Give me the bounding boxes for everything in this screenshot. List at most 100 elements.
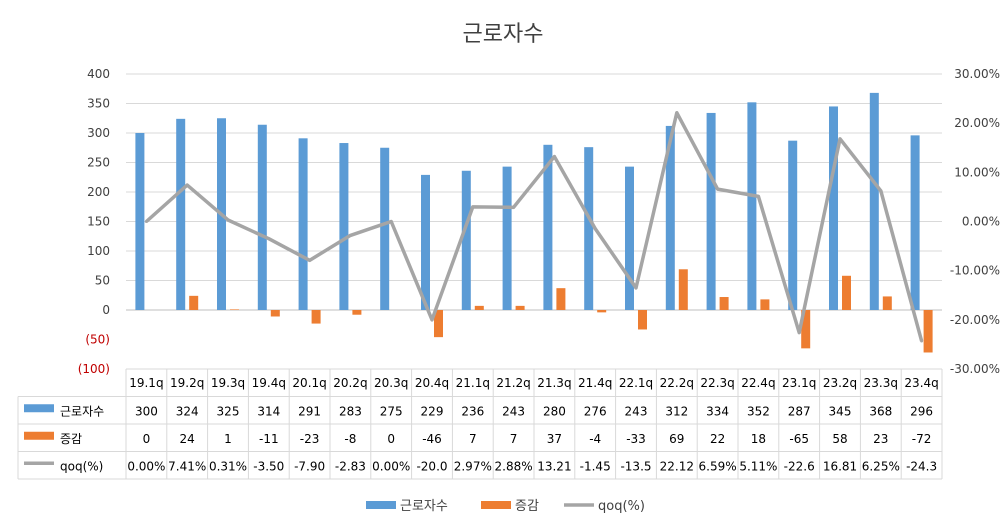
table-cell: 314 bbox=[257, 404, 280, 418]
category-label: 22.1q bbox=[619, 376, 653, 390]
table-cell: 58 bbox=[832, 432, 847, 446]
left-tick-label: 150 bbox=[87, 215, 110, 229]
category-label: 19.2q bbox=[170, 376, 204, 390]
bar-workers bbox=[257, 124, 267, 311]
qoq-point bbox=[593, 227, 597, 231]
left-tick-label: 350 bbox=[87, 97, 110, 111]
bar-change bbox=[678, 269, 688, 310]
table-cell: 280 bbox=[543, 404, 566, 418]
bar-change bbox=[842, 275, 851, 310]
table-cell: 23 bbox=[873, 432, 888, 446]
qoq-point bbox=[512, 205, 516, 209]
table-cell: -13.5 bbox=[620, 459, 651, 473]
qoq-point bbox=[552, 155, 556, 159]
bar-change bbox=[270, 310, 280, 317]
table-cell: 13.21 bbox=[537, 459, 571, 473]
table-cell: -46 bbox=[422, 432, 442, 446]
right-tick-label: 0.00% bbox=[962, 215, 1000, 229]
right-tick-label: 20.00% bbox=[954, 116, 1000, 130]
table-cell: -8 bbox=[344, 432, 356, 446]
gridlines bbox=[126, 73, 942, 311]
bar-workers bbox=[421, 174, 430, 310]
right-tick-label: -30.00% bbox=[950, 362, 1000, 376]
category-label: 22.2q bbox=[660, 376, 694, 390]
table-cell: -7.90 bbox=[294, 459, 325, 473]
table-cell: -33 bbox=[626, 432, 646, 446]
bar-workers bbox=[176, 118, 186, 310]
bar-workers bbox=[747, 102, 757, 310]
table-cell: -65 bbox=[789, 432, 809, 446]
table-cell: 236 bbox=[461, 404, 484, 418]
table-cell: -3.50 bbox=[253, 459, 284, 473]
table-cell: 296 bbox=[910, 404, 933, 418]
left-tick-label: 200 bbox=[87, 185, 110, 199]
table-cell: 287 bbox=[788, 404, 811, 418]
bar-change bbox=[882, 296, 892, 310]
bar-workers bbox=[829, 106, 838, 310]
qoq-point bbox=[634, 286, 638, 290]
bar-workers bbox=[543, 144, 553, 310]
table-cell: 300 bbox=[135, 404, 158, 418]
table-cell: 345 bbox=[829, 404, 852, 418]
chart-title: 근로자수 bbox=[463, 22, 544, 47]
qoq-point bbox=[185, 183, 189, 187]
table-cell: 7 bbox=[510, 432, 518, 446]
bar-workers bbox=[584, 147, 594, 310]
table-cell: 352 bbox=[747, 404, 770, 418]
right-tick-label: 30.00% bbox=[954, 67, 1000, 81]
category-label: 21.1q bbox=[456, 376, 490, 390]
legend-key-workers bbox=[366, 501, 396, 509]
table-cell: -23 bbox=[300, 432, 320, 446]
left-tick-label: 50 bbox=[95, 274, 110, 288]
qoq-point bbox=[389, 220, 393, 223]
category-label: 20.4q bbox=[415, 376, 449, 390]
right-tick-label: -10.00% bbox=[950, 264, 1000, 278]
row-header: qoq(%) bbox=[60, 459, 103, 473]
bar-workers bbox=[665, 125, 675, 310]
qoq-point bbox=[797, 331, 801, 335]
bar-workers bbox=[910, 135, 920, 310]
bar-workers bbox=[339, 143, 349, 310]
category-label: 19.1q bbox=[129, 376, 163, 390]
bar-workers bbox=[706, 112, 716, 310]
qoq-point bbox=[226, 218, 230, 222]
table-cell: 229 bbox=[421, 404, 444, 418]
table-cell: 283 bbox=[339, 404, 362, 418]
right-tick-label: 10.00% bbox=[954, 165, 1000, 179]
qoq-point bbox=[716, 187, 720, 191]
bar-change bbox=[923, 310, 933, 353]
qoq-point bbox=[430, 318, 434, 322]
table-cell: 243 bbox=[625, 404, 648, 418]
qoq-line-path bbox=[145, 110, 924, 342]
table-cell: 0.31% bbox=[209, 459, 247, 473]
table-cell: -24.3 bbox=[906, 459, 937, 473]
table-cell: 37 bbox=[547, 432, 562, 446]
table-cell: -1.45 bbox=[580, 459, 611, 473]
category-label: 19.4q bbox=[252, 376, 286, 390]
table-cell: 16.81 bbox=[823, 459, 857, 473]
legend-key-change bbox=[481, 501, 511, 509]
table-cell: 243 bbox=[502, 404, 525, 418]
left-tick-label: 300 bbox=[87, 126, 110, 140]
qoq-point bbox=[471, 205, 475, 209]
category-label: 22.4q bbox=[741, 376, 775, 390]
table-cell: 6.25% bbox=[862, 459, 900, 473]
table-cell: 312 bbox=[665, 404, 688, 418]
left-tick-label: (50) bbox=[85, 333, 110, 347]
left-tick-label: 0 bbox=[102, 303, 110, 317]
legend-label-change: 증감 bbox=[515, 499, 539, 514]
table-cell: 0 bbox=[143, 432, 151, 446]
bar-change bbox=[597, 310, 607, 313]
bar-change bbox=[311, 310, 321, 324]
bar-change bbox=[230, 309, 239, 310]
bar-change bbox=[352, 310, 362, 315]
bar-workers bbox=[625, 166, 634, 310]
left-tick-label: 250 bbox=[87, 156, 110, 170]
bar-change bbox=[556, 288, 566, 310]
category-label: 20.1q bbox=[292, 376, 326, 390]
table-cell: 6.59% bbox=[699, 459, 737, 473]
bar-workers bbox=[502, 166, 512, 310]
table-cell: 325 bbox=[217, 404, 240, 418]
table-cell: -20.0 bbox=[416, 459, 447, 473]
